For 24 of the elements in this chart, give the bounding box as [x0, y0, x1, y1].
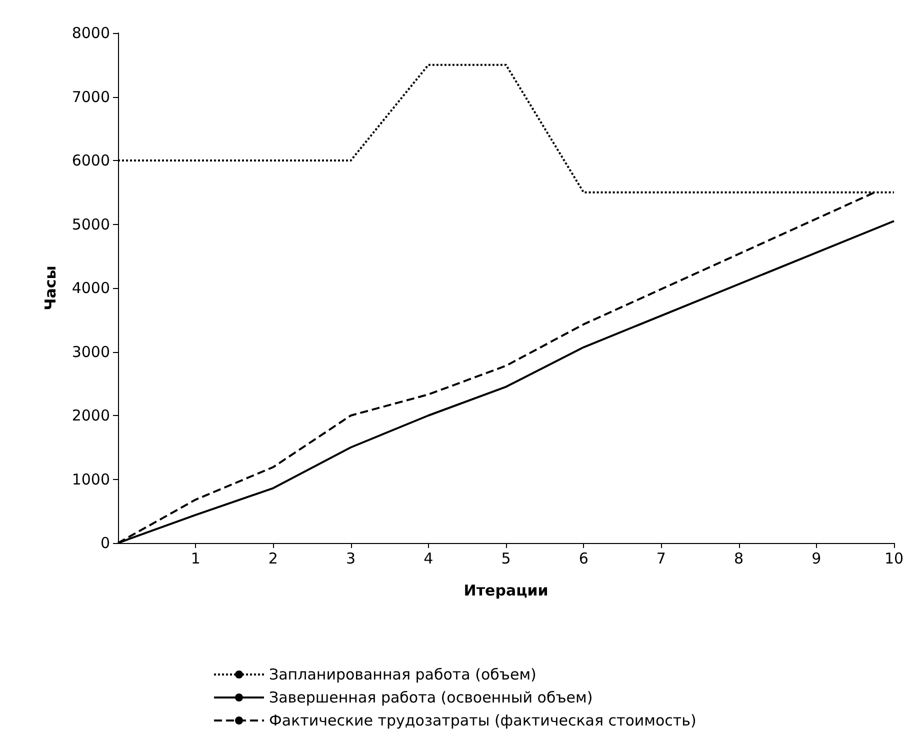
- x-tick-label: 2: [268, 550, 278, 568]
- y-tick-label: 8000: [72, 24, 110, 42]
- x-tick-label: 9: [812, 550, 822, 568]
- y-tick-label: 3000: [72, 342, 110, 361]
- y-tick-label: 6000: [72, 152, 110, 170]
- x-tick-label: 10: [884, 550, 904, 568]
- x-tick-label: 8: [734, 550, 744, 568]
- x-tick-label: 4: [424, 550, 434, 568]
- y-tick-label: 0: [100, 534, 110, 552]
- x-tick-label: 1: [190, 550, 200, 568]
- x-tick-label: 7: [656, 550, 666, 568]
- y-axis-title: Часы: [42, 266, 60, 310]
- y-tick-label: 5000: [72, 215, 110, 234]
- x-tick-label: 5: [501, 550, 511, 568]
- y-tick-label: 1000: [72, 470, 110, 488]
- legend-label: Запланированная работа (объем): [269, 666, 536, 684]
- legend-label: Завершенная работа (освоенный объем): [269, 688, 593, 706]
- y-tick-label: 2000: [72, 406, 110, 424]
- x-axis-title: Итерации: [464, 582, 548, 600]
- legend-label: Фактические трудозатраты (фактическая стоимость): [269, 712, 696, 730]
- y-tick-label: 7000: [72, 88, 110, 106]
- x-tick-label: 6: [578, 550, 588, 568]
- y-tick-label: 4000: [72, 279, 110, 297]
- x-tick-label: 3: [346, 550, 356, 568]
